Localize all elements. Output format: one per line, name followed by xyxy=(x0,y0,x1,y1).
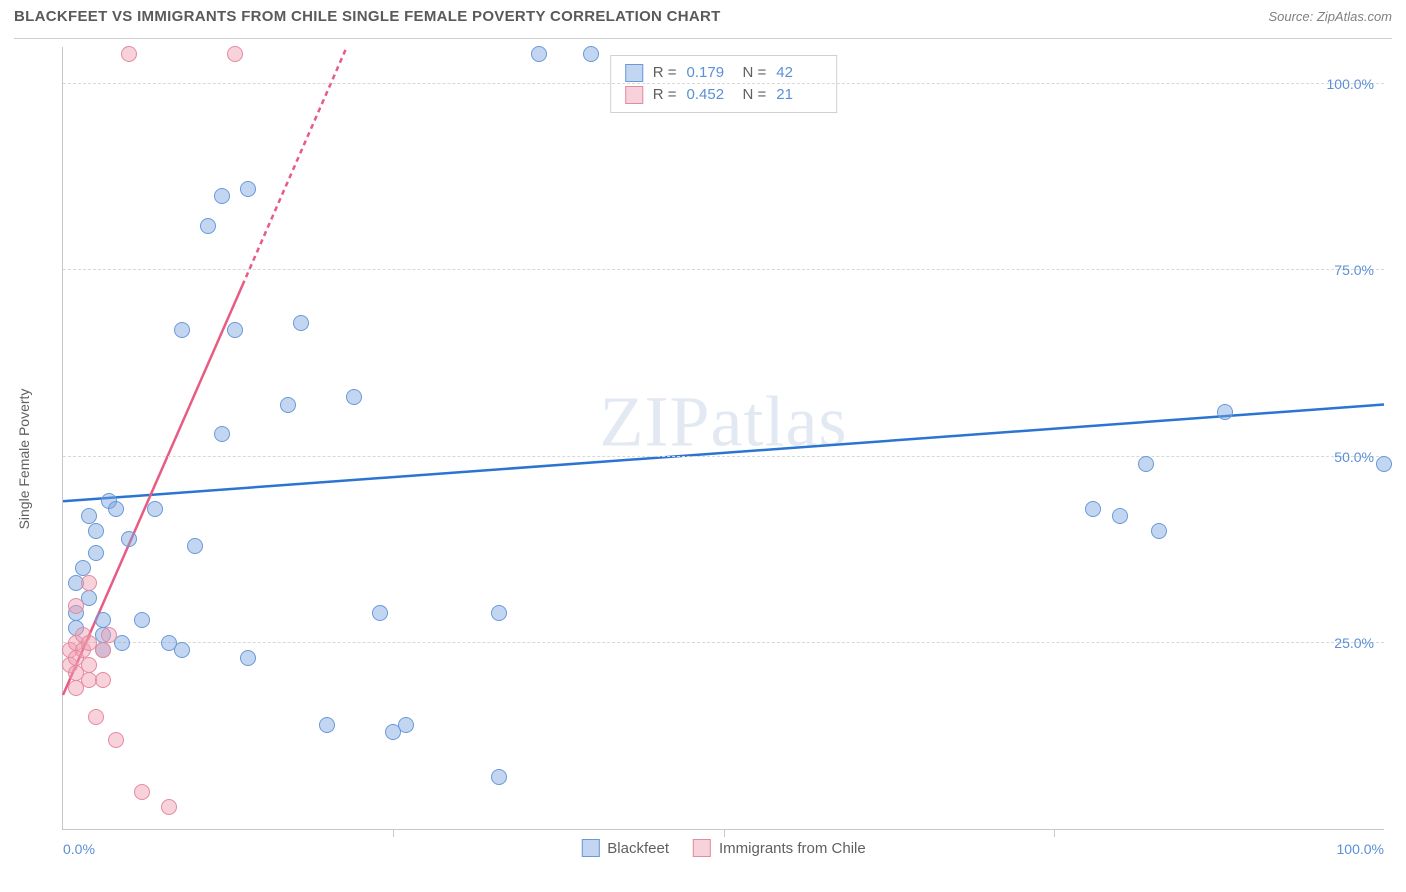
data-point xyxy=(134,784,150,800)
data-point xyxy=(227,322,243,338)
chart-title: BLACKFEET VS IMMIGRANTS FROM CHILE SINGL… xyxy=(14,8,721,25)
data-point xyxy=(88,523,104,539)
data-point xyxy=(1138,456,1154,472)
data-point xyxy=(372,605,388,621)
data-point xyxy=(240,650,256,666)
data-point xyxy=(214,426,230,442)
data-point xyxy=(1112,508,1128,524)
data-point xyxy=(88,545,104,561)
data-point xyxy=(108,732,124,748)
data-point xyxy=(1376,456,1392,472)
legend-label-1: Immigrants from Chile xyxy=(719,840,866,857)
legend-label-0: Blackfeet xyxy=(607,840,669,857)
data-point xyxy=(147,501,163,517)
trend-line xyxy=(63,404,1384,501)
n-value-0: 42 xyxy=(776,62,822,84)
data-point xyxy=(531,46,547,62)
swatch-series-0 xyxy=(581,839,599,857)
y-tick-label: 75.0% xyxy=(1334,262,1374,278)
chart-source: Source: ZipAtlas.com xyxy=(1268,9,1392,24)
data-point xyxy=(491,605,507,621)
data-point xyxy=(81,575,97,591)
data-point xyxy=(174,642,190,658)
gridline xyxy=(63,642,1384,643)
data-point xyxy=(95,612,111,628)
swatch-series-0 xyxy=(625,64,643,82)
data-point xyxy=(88,709,104,725)
data-point xyxy=(280,397,296,413)
legend-item-0: Blackfeet xyxy=(581,839,669,857)
gridline xyxy=(63,456,1384,457)
y-tick-label: 50.0% xyxy=(1334,449,1374,465)
data-point xyxy=(174,322,190,338)
x-tick xyxy=(1054,829,1055,837)
chart-header: BLACKFEET VS IMMIGRANTS FROM CHILE SINGL… xyxy=(0,0,1406,31)
series-legend: Blackfeet Immigrants from Chile xyxy=(581,839,865,857)
data-point xyxy=(319,717,335,733)
r-label: R = xyxy=(653,84,677,106)
data-point xyxy=(227,46,243,62)
data-point xyxy=(398,717,414,733)
y-axis-label: Single Female Poverty xyxy=(16,388,32,529)
r-value-0: 0.179 xyxy=(687,62,733,84)
data-point xyxy=(187,538,203,554)
n-value-1: 21 xyxy=(776,84,822,106)
data-point xyxy=(293,315,309,331)
data-point xyxy=(1151,523,1167,539)
data-point xyxy=(134,612,150,628)
gridline xyxy=(63,269,1384,270)
y-tick-label: 100.0% xyxy=(1327,76,1374,92)
data-point xyxy=(81,508,97,524)
data-point xyxy=(121,531,137,547)
n-label: N = xyxy=(743,62,767,84)
y-tick-label: 25.0% xyxy=(1334,635,1374,651)
data-point xyxy=(121,46,137,62)
data-point xyxy=(1085,501,1101,517)
swatch-series-1 xyxy=(625,86,643,104)
data-point xyxy=(214,188,230,204)
data-point xyxy=(491,769,507,785)
data-point xyxy=(95,672,111,688)
data-point xyxy=(75,560,91,576)
data-point xyxy=(101,627,117,643)
data-point xyxy=(68,598,84,614)
r-label: R = xyxy=(653,62,677,84)
data-point xyxy=(1217,404,1233,420)
chart-container: Single Female Poverty ZIPatlas R = 0.179… xyxy=(14,38,1392,878)
data-point xyxy=(200,218,216,234)
data-point xyxy=(81,657,97,673)
swatch-series-1 xyxy=(693,839,711,857)
data-point xyxy=(240,181,256,197)
data-point xyxy=(95,642,111,658)
plot-area: ZIPatlas R = 0.179 N = 42 R = 0.452 N = … xyxy=(62,47,1384,830)
x-tick xyxy=(393,829,394,837)
x-tick xyxy=(724,829,725,837)
trendlines-layer xyxy=(63,47,1384,829)
r-value-1: 0.452 xyxy=(687,84,733,106)
x-tick-label: 100.0% xyxy=(1337,841,1384,857)
gridline xyxy=(63,83,1384,84)
stats-row-series-0: R = 0.179 N = 42 xyxy=(625,62,823,84)
data-point xyxy=(583,46,599,62)
stats-row-series-1: R = 0.452 N = 21 xyxy=(625,84,823,106)
x-tick-label: 0.0% xyxy=(63,841,95,857)
data-point xyxy=(346,389,362,405)
data-point xyxy=(108,501,124,517)
n-label: N = xyxy=(743,84,767,106)
legend-item-1: Immigrants from Chile xyxy=(693,839,866,857)
data-point xyxy=(161,799,177,815)
